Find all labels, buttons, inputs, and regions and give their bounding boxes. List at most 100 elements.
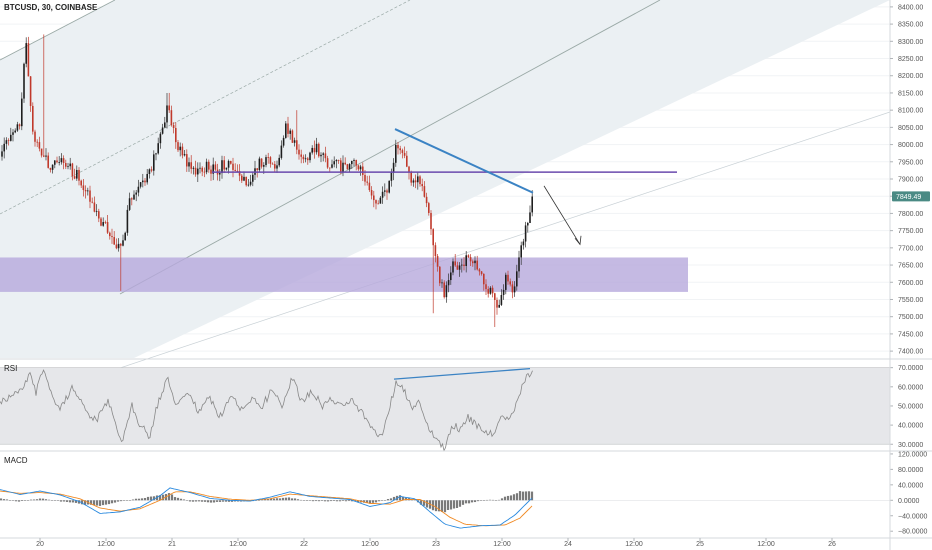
candle-body (183, 154, 186, 156)
candle-body (238, 171, 241, 176)
macd-histogram-bar (476, 500, 480, 502)
candle-body (300, 154, 302, 157)
candle-body (95, 211, 98, 213)
macd-histogram-bar (332, 500, 336, 501)
candle-body (146, 173, 148, 183)
candle-body (331, 164, 333, 168)
candle-body (390, 172, 393, 181)
macd-histogram-bar (434, 500, 438, 512)
macd-histogram-bar (458, 500, 462, 507)
candle-body (494, 293, 496, 300)
candle-body (60, 158, 63, 163)
candle-body (364, 174, 366, 182)
candle-body (194, 167, 197, 175)
candle-body (179, 146, 181, 151)
candle-body (190, 162, 192, 169)
macd-histogram-bar (38, 498, 42, 501)
candle-body (359, 166, 362, 170)
macd-histogram-bar (110, 500, 114, 504)
candle-body (124, 232, 126, 241)
candle-body (91, 201, 93, 203)
candle-body (276, 165, 278, 169)
candle-body (463, 264, 465, 267)
macd-histogram-bar (26, 500, 30, 501)
price-tick-label: 8200.00 (898, 73, 923, 80)
macd-histogram-bar (218, 500, 222, 502)
candle-body (120, 243, 122, 246)
candle-body (489, 287, 492, 294)
macd-histogram-bar (467, 500, 471, 504)
price-tick-label: 7400.00 (898, 349, 923, 356)
candle-body (252, 174, 254, 182)
macd-histogram-bar (143, 497, 147, 501)
candle-body (500, 295, 503, 305)
candle-body (221, 160, 223, 174)
macd-histogram-bar (254, 500, 258, 501)
candle-body (212, 164, 214, 174)
macd-histogram-bar (338, 500, 342, 502)
macd-histogram-bar (125, 500, 129, 501)
last-price-box (892, 191, 930, 202)
macd-histogram-bar (443, 500, 447, 513)
candle-body (126, 209, 129, 233)
macd-histogram-bar (509, 495, 513, 501)
candle-body (348, 164, 351, 170)
macd-histogram-bar (530, 491, 534, 501)
candle-body (375, 200, 377, 204)
macd-histogram-bar (119, 500, 123, 502)
candle-body (315, 143, 318, 153)
candle-body (150, 169, 153, 171)
candle-body (520, 245, 522, 258)
macd-histogram-bar (11, 500, 15, 501)
price-annotations (212, 128, 677, 246)
macd-histogram-bar (422, 500, 426, 506)
macd-histogram-bar (482, 500, 486, 501)
candle-body (335, 160, 338, 162)
macd-tick-label: −40.0000 (898, 513, 927, 520)
candle-body (267, 157, 269, 158)
candle-body (524, 225, 527, 242)
candle-body (71, 163, 74, 177)
candle-body (324, 153, 327, 159)
candle-body (43, 155, 45, 157)
macd-histogram-bar (437, 500, 441, 512)
price-tick-label: 7650.00 (898, 263, 923, 270)
time-tick-label: 12:00 (97, 541, 115, 548)
candle-body (247, 184, 250, 186)
macd-histogram-bar (41, 498, 45, 501)
candle-body (168, 105, 170, 111)
macd-histogram-bar (92, 500, 96, 506)
candle-body (27, 43, 30, 77)
macd-histogram-bar (206, 500, 210, 503)
macd-histogram-bar (68, 500, 72, 503)
candle-body (313, 147, 316, 153)
macd-histogram-bar (317, 500, 321, 502)
macd-histogram-bar (488, 499, 492, 501)
candle-body (219, 173, 221, 175)
candle-body (109, 232, 111, 237)
candle-body (58, 162, 60, 163)
candle-body (432, 229, 434, 246)
candle-body (298, 149, 300, 155)
candle-body (172, 125, 175, 128)
macd-histogram-bar (401, 496, 405, 501)
candle-body (157, 143, 159, 154)
macd-histogram-bar (32, 499, 36, 501)
macd-histogram-bar (2, 499, 6, 501)
time-axis[interactable]: 20 12:00 21 12:00 22 12:00 23 12:00 24 12:00 25 12:… (36, 538, 836, 548)
macd-histogram-bar (59, 500, 63, 502)
macd-histogram-bar (140, 498, 144, 501)
macd-tick-label: 40.0000 (898, 482, 923, 489)
candle-body (450, 272, 452, 281)
candle-body (333, 161, 335, 165)
candle-body (223, 160, 225, 170)
candle-body (227, 160, 230, 168)
candle-body (67, 166, 69, 168)
last-price-label: 7849.49 (896, 194, 921, 201)
macd-histogram-bar (326, 500, 330, 502)
macd-histogram-bar (287, 497, 291, 501)
candle-body (280, 145, 283, 158)
macd-histogram-bar (302, 500, 306, 501)
